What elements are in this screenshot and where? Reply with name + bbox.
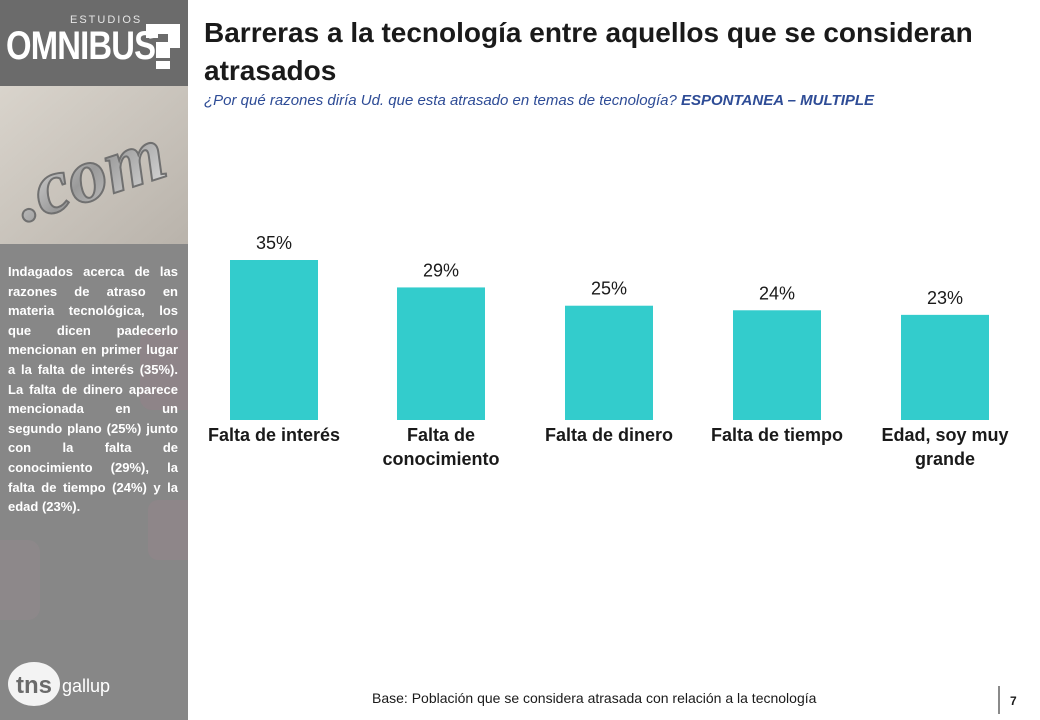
tns-logo-text: tns — [16, 672, 52, 699]
logo-omnibus-text: OMNIBUS — [6, 24, 156, 68]
page-number-divider — [998, 686, 1000, 714]
bar-value-label: 23% — [927, 288, 963, 308]
base-note: Base: Población que se considera atrasad… — [372, 690, 817, 706]
decorative-shape — [148, 500, 188, 560]
bar-5 — [901, 314, 989, 420]
sidebar: ESTUDIOS OMNIBUS .com Indagados acerca d… — [0, 0, 188, 720]
page-subtitle: ¿Por qué razones diría Ud. que esta atra… — [204, 92, 984, 110]
decorative-shape — [140, 330, 188, 410]
category-label: grande — [915, 449, 975, 469]
bar-value-label: 25% — [591, 279, 627, 299]
page-number: 7 — [1010, 694, 1017, 708]
bar-value-label: 24% — [759, 283, 795, 303]
decorative-shape — [0, 540, 40, 620]
logo-studios-text: ESTUDIOS — [70, 14, 143, 26]
logo-area: ESTUDIOS OMNIBUS — [0, 0, 188, 86]
subtitle-question: ¿Por qué razones diría Ud. que esta atra… — [204, 92, 677, 109]
bar-value-label: 29% — [423, 260, 459, 280]
bar-2 — [397, 287, 485, 420]
bar-3 — [565, 305, 653, 420]
summary-text: Indagados acerca de las razones de atras… — [8, 264, 178, 515]
dotcom-photo: .com — [0, 86, 188, 244]
category-label: Falta de tiempo — [711, 425, 843, 445]
category-label: conocimiento — [382, 449, 499, 469]
tns-gallup-logo: tns gallup — [8, 662, 110, 706]
category-label: Edad, soy muy — [881, 425, 1008, 445]
subtitle-tag: ESPONTANEA – MULTIPLE — [680, 92, 875, 109]
question-mark-logo-icon — [146, 24, 180, 69]
bar-1 — [230, 260, 318, 420]
bar-value-label: 35% — [256, 233, 292, 253]
category-label: Falta de — [407, 425, 475, 445]
category-label: Falta de dinero — [545, 425, 673, 445]
bar-4 — [733, 310, 821, 420]
category-label: Falta de interés — [208, 425, 340, 445]
page-title: Barreras a la tecnología entre aquellos … — [204, 17, 973, 86]
gallup-logo-text: gallup — [62, 676, 110, 696]
